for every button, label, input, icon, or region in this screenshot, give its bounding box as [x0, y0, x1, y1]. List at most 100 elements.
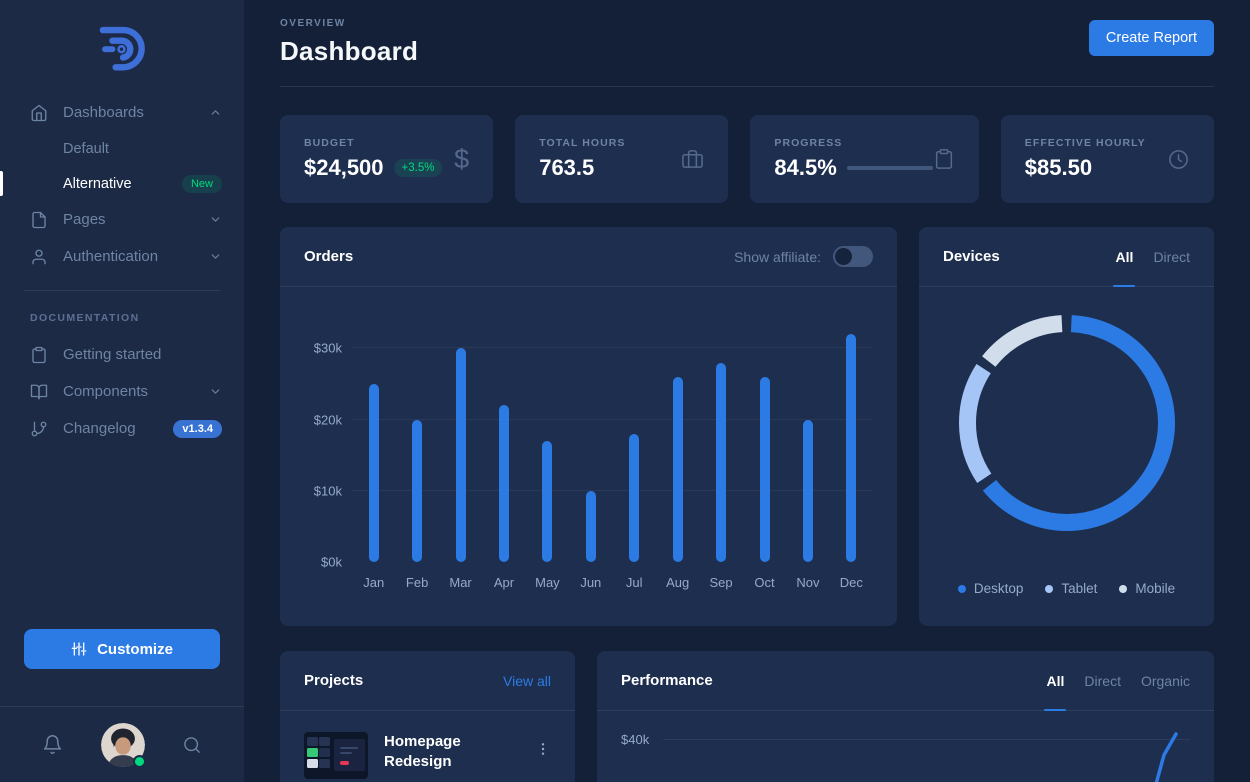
sidebar-item-label: Alternative	[63, 175, 132, 192]
bar-column	[395, 320, 438, 562]
show-affiliate-toggle[interactable]	[833, 246, 873, 267]
user-avatar[interactable]	[100, 722, 146, 768]
bar-column	[352, 320, 395, 562]
sidebar-item-dashboards[interactable]: Dashboards	[0, 94, 244, 131]
projects-card: Projects View all	[280, 651, 575, 782]
performance-line-path	[1153, 734, 1176, 782]
dollar-icon: $	[454, 143, 470, 174]
x-tick-label: Jun	[580, 575, 602, 590]
tab-organic[interactable]: Organic	[1140, 672, 1190, 689]
tab-direct[interactable]: Direct	[1084, 672, 1121, 689]
x-tick-label: Nov	[796, 575, 820, 590]
bar-column	[830, 320, 873, 562]
home-icon	[30, 104, 48, 122]
legend-dot	[1045, 584, 1054, 593]
legend-dot	[1119, 584, 1128, 593]
devices-donut-chart	[958, 315, 1175, 531]
page-header: OVERVIEW Dashboard Create Report	[280, 18, 1214, 67]
new-badge: New	[181, 174, 222, 193]
bar-column	[743, 320, 786, 562]
bar-column	[439, 320, 482, 562]
search-icon	[184, 736, 200, 753]
legend-dot	[957, 584, 966, 593]
bar-column	[613, 320, 656, 562]
stat-value: $85.50	[1024, 155, 1093, 180]
book-icon	[30, 383, 48, 401]
bar-dec	[846, 334, 857, 562]
sidebar-item-label: Components	[63, 383, 149, 400]
legend-item-tablet: Tablet	[1045, 581, 1097, 596]
x-tick-label: Jul	[625, 575, 643, 590]
search-button[interactable]	[182, 735, 202, 755]
bell-icon	[43, 735, 62, 754]
main-content: OVERVIEW Dashboard Create Report BUDGET …	[244, 0, 1250, 782]
view-all-link[interactable]: View all	[503, 672, 551, 689]
orders-y-axis: $0k $10k $20k $30k	[304, 320, 344, 570]
sidebar-item-alternative[interactable]: Alternative New	[0, 166, 244, 201]
tab-all[interactable]: All	[1116, 227, 1134, 286]
clock-icon	[1167, 148, 1190, 171]
y-tick-label: $30k	[313, 340, 342, 356]
orders-bars	[352, 320, 873, 562]
avatar-image	[100, 722, 145, 767]
gridline	[352, 489, 873, 491]
legend-label: Mobile	[1135, 581, 1176, 596]
stat-value: $24,500	[304, 155, 384, 180]
devices-title: Devices	[943, 248, 1000, 265]
online-status-dot	[132, 754, 146, 768]
header-divider	[280, 86, 1214, 87]
sidebar-item-components[interactable]: Components	[0, 373, 244, 410]
x-tick-label: Jan	[363, 575, 385, 590]
file-icon	[30, 211, 48, 229]
y-tick-label: $0k	[321, 554, 342, 570]
page-title: Dashboard	[280, 36, 419, 66]
devices-body: Desktop Tablet Mobile	[919, 287, 1214, 596]
sidebar-item-authentication[interactable]: Authentication	[0, 238, 244, 275]
performance-title: Performance	[621, 672, 713, 689]
project-thumbnail	[304, 732, 368, 779]
bar-column	[526, 320, 569, 562]
clipboard-icon	[933, 148, 955, 170]
trend-badge: +3.5%	[393, 159, 443, 177]
notifications-button[interactable]	[42, 734, 63, 755]
donut-segment-tablet	[958, 315, 1175, 531]
y-tick-label: $20k	[313, 412, 342, 428]
performance-chart: $40k	[597, 711, 1214, 782]
clipboard-icon	[30, 346, 48, 364]
toggle-knob	[835, 248, 852, 265]
sidebar-item-getting-started[interactable]: Getting started	[0, 336, 244, 373]
customize-button[interactable]: Customize	[24, 629, 220, 669]
project-list-item[interactable]: Homepage Redesign	[280, 711, 575, 779]
y-tick-label: $40k	[621, 732, 650, 747]
performance-line-svg	[597, 711, 1214, 782]
sidebar-item-pages[interactable]: Pages	[0, 201, 244, 238]
sidebar-item-default[interactable]: Default	[0, 131, 244, 166]
sidebar-item-label: Getting started	[63, 346, 162, 363]
sidebar-item-changelog[interactable]: Changelog v1.3.4	[0, 410, 244, 447]
project-menu-button[interactable]	[535, 741, 551, 757]
performance-card-header: Performance All Direct Organic	[597, 651, 1214, 711]
bar-jan	[368, 384, 379, 562]
sidebar-item-label: Changelog	[63, 420, 136, 437]
legend-item-desktop: Desktop	[957, 581, 1023, 596]
x-tick-label: Mar	[449, 575, 472, 590]
tab-all[interactable]: All	[1047, 651, 1065, 710]
bottom-row: Projects View all	[280, 651, 1214, 782]
sidebar-item-label: Default	[63, 140, 109, 157]
logo[interactable]	[0, 0, 244, 86]
x-tick-label: Oct	[754, 575, 775, 590]
stat-value: 763.5	[539, 155, 595, 180]
chevron-down-icon	[209, 213, 222, 226]
x-tick-label: Aug	[666, 575, 690, 590]
stat-value: 84.5%	[774, 155, 837, 180]
version-badge: v1.3.4	[173, 419, 222, 438]
sidebar-docs-nav: Getting started Components Changelog v1.…	[0, 334, 244, 447]
bar-column	[699, 320, 742, 562]
orders-x-labels: Jan Feb Mar Apr May Jun Jul Aug Sep Oct Nov Dec	[352, 575, 873, 590]
performance-card: Performance All Direct Organic $40k	[597, 651, 1214, 782]
tab-direct[interactable]: Direct	[1153, 248, 1190, 265]
active-indicator	[0, 171, 3, 196]
user-icon	[30, 248, 48, 266]
create-report-button[interactable]: Create Report	[1088, 20, 1214, 56]
chevron-down-icon	[209, 385, 222, 398]
